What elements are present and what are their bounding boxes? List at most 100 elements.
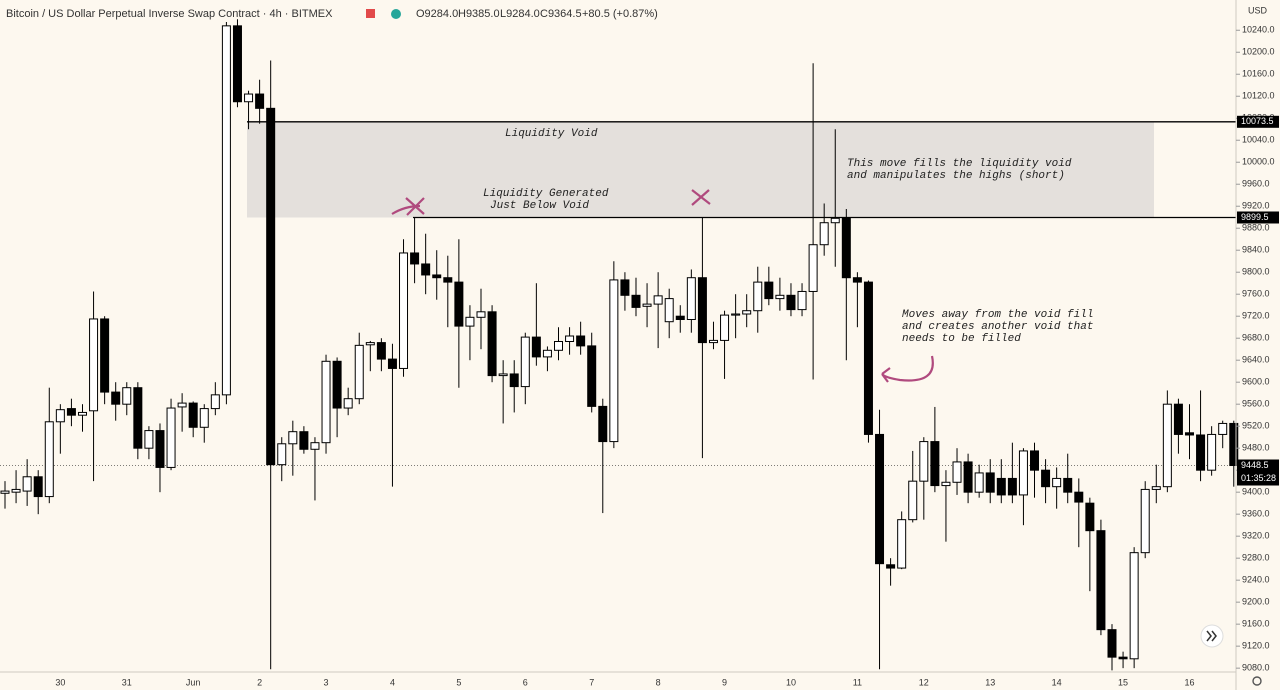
annotation: Liquidity Generated — [483, 188, 609, 200]
y-tick-label: 9720.0 — [1242, 311, 1270, 321]
annotation: and creates another void that — [902, 321, 1093, 333]
candle-body — [963, 461, 973, 493]
arrow — [881, 355, 934, 383]
candle-body — [1140, 488, 1150, 554]
candle-body — [830, 217, 840, 224]
candle-body — [44, 421, 54, 498]
candle-body — [66, 408, 76, 416]
candle-body — [1151, 486, 1161, 490]
x-tick-label: 4 — [390, 677, 395, 687]
candle-body — [531, 336, 541, 358]
countdown-label: 01:35:28 — [1241, 473, 1276, 483]
candle-body — [1218, 422, 1228, 435]
candle-body — [410, 252, 420, 265]
candle-body — [1196, 434, 1206, 471]
candle-body — [1041, 469, 1051, 488]
candle-body — [952, 461, 962, 483]
candle-body — [332, 360, 342, 409]
candle-body — [1118, 656, 1128, 660]
candle-body — [288, 431, 298, 445]
candle-body — [1162, 403, 1172, 488]
candle-body — [321, 360, 331, 444]
candle-body — [476, 311, 486, 318]
candle-body — [144, 430, 154, 449]
candle-body — [133, 387, 143, 449]
candle-body — [22, 476, 32, 492]
candle-body — [1173, 403, 1183, 435]
y-tick-label: 9280.0 — [1242, 553, 1270, 563]
candle-body — [753, 281, 763, 312]
candle-body — [465, 316, 475, 327]
currency-label: USD — [1248, 5, 1268, 15]
x-tick-label: 5 — [456, 677, 461, 687]
candle-body — [764, 281, 774, 300]
candle-body — [376, 342, 386, 360]
candle-body — [609, 279, 619, 443]
candle-body — [111, 391, 121, 405]
candle-body — [177, 402, 187, 408]
candle-body — [255, 93, 265, 109]
x-tick-label: 16 — [1184, 677, 1194, 687]
candle-body — [587, 345, 597, 407]
ohlc-open: O9284.0 — [416, 8, 458, 20]
candle-body — [985, 472, 995, 493]
candle-body — [720, 314, 730, 341]
annotation: Just Below Void — [490, 200, 589, 212]
scroll-icon — [1206, 630, 1217, 642]
candle-body — [0, 490, 10, 494]
candle-body — [697, 277, 707, 344]
ohlc-change: +80.5 (+0.87%) — [582, 8, 658, 20]
candle-body — [797, 290, 807, 311]
candle-body — [454, 281, 464, 327]
candle-body — [786, 294, 796, 311]
candle-body — [1107, 629, 1117, 658]
y-tick-label: 10000.0 — [1242, 157, 1275, 167]
candle-body — [1129, 552, 1139, 660]
candle-body — [863, 281, 873, 435]
candle-body — [620, 279, 630, 296]
y-tick-label: 9560.0 — [1242, 399, 1270, 409]
settings-button[interactable] — [1252, 676, 1262, 686]
x-tick-label: 31 — [122, 677, 132, 687]
candle-body — [996, 477, 1006, 496]
y-tick-label: 9840.0 — [1242, 245, 1270, 255]
candle-body — [232, 25, 242, 103]
candle-body — [188, 402, 198, 428]
candle-body — [974, 472, 984, 493]
candle-body — [443, 277, 453, 283]
x-marker — [391, 197, 425, 216]
candle-body — [1085, 502, 1095, 532]
x-tick-label: 2 — [257, 677, 262, 687]
candle-body — [77, 411, 87, 416]
last-price-label: 9448.5 — [1241, 460, 1269, 470]
candle-body — [919, 441, 929, 482]
x-tick-label: 15 — [1118, 677, 1128, 687]
flag-icon[interactable] — [366, 9, 375, 18]
candle-body — [742, 310, 752, 315]
y-tick-label: 9120.0 — [1242, 641, 1270, 651]
candle-body — [653, 295, 663, 305]
x-tick-label: 10 — [786, 677, 796, 687]
candle-body — [1207, 433, 1217, 471]
annotation: Moves away from the void fill — [902, 309, 1093, 321]
y-tick-label: 9400.0 — [1242, 487, 1270, 497]
annotation: This move fills the liquidity void — [847, 158, 1072, 170]
x-marker — [691, 189, 711, 206]
annotation: needs to be filled — [902, 333, 1021, 345]
x-tick-label: 6 — [523, 677, 528, 687]
candle-body — [166, 407, 176, 468]
candle-body — [277, 443, 287, 466]
x-tick-label: 13 — [985, 677, 995, 687]
scroll-button[interactable] — [1200, 624, 1224, 648]
candle-body — [664, 298, 674, 323]
candle-body — [33, 476, 43, 498]
y-tick-label: 9080.0 — [1242, 663, 1270, 673]
candle-body — [487, 311, 497, 377]
x-tick-label: Jun — [186, 677, 201, 687]
y-tick-label: 9480.0 — [1242, 443, 1270, 453]
status-dot — [391, 9, 401, 19]
candle-body — [354, 344, 364, 400]
x-tick-label: 3 — [324, 677, 329, 687]
candle-body — [1052, 477, 1062, 488]
candle-body — [199, 408, 209, 428]
